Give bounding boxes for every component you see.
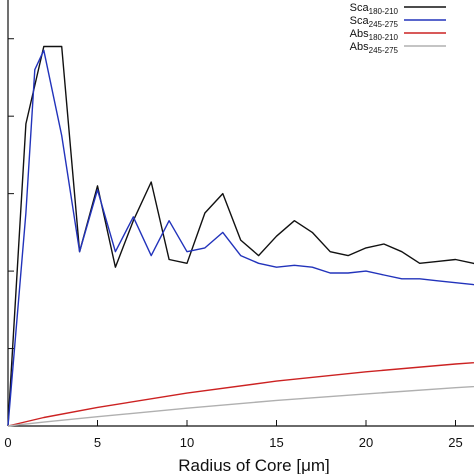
plot-area: 0 5 10 15 20 25 bbox=[4, 0, 474, 450]
x-tick-label: 25 bbox=[448, 435, 462, 450]
series-line-3 bbox=[7, 385, 474, 427]
x-tick-label: 5 bbox=[94, 435, 101, 450]
x-axis-title: Radius of Core [μm] bbox=[178, 456, 330, 474]
x-tick-label: 10 bbox=[180, 435, 194, 450]
legend-label: Abs180-210 bbox=[350, 28, 399, 42]
series-lines bbox=[7, 45, 474, 427]
x-tick-label: 20 bbox=[359, 435, 373, 450]
legend-label: Abs245-275 bbox=[350, 41, 399, 55]
x-tick-label: 15 bbox=[269, 435, 283, 450]
legend-label: Sca180-210 bbox=[350, 2, 399, 16]
x-ticks: 0 5 10 15 20 25 bbox=[4, 420, 463, 450]
series-line-2 bbox=[7, 362, 474, 427]
legend-label: Sca245-275 bbox=[350, 15, 399, 29]
series-line-1 bbox=[7, 49, 474, 427]
series-line-0 bbox=[7, 45, 474, 427]
x-tick-label: 0 bbox=[4, 435, 11, 450]
